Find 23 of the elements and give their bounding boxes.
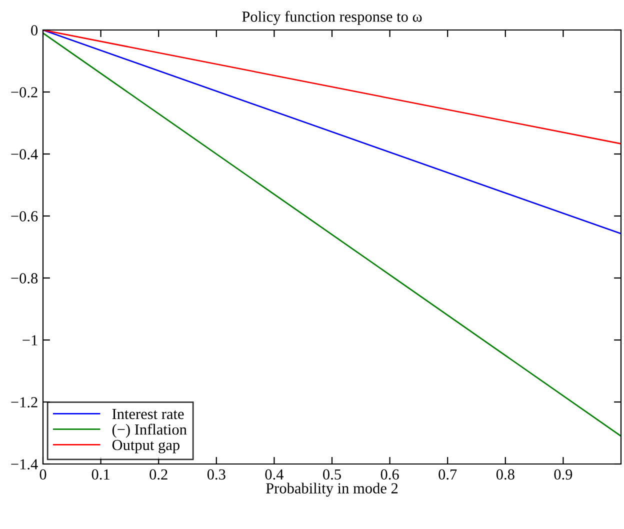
x-tick-label: 0.7 [438,469,457,480]
y-tick-label: −1 [22,335,38,346]
legend-label: Interest rate [112,408,184,420]
y-tick-label: −0.2 [11,87,38,98]
x-tick-label: 0 [40,469,46,480]
y-tick-label: −1.2 [11,397,38,408]
y-tick-label: −0.4 [11,149,38,160]
x-tick-label: 0.5 [323,469,341,480]
x-tick-label: 0.6 [380,469,399,480]
y-tick-label: −0.8 [11,273,38,284]
x-tick-label: 0.3 [207,469,226,480]
legend-label: (−) Inflation [112,424,187,438]
x-tick-label: 0.2 [150,469,168,480]
x-axis-title: Probability in mode 2 [266,482,398,497]
x-tick-label: 0.1 [92,469,110,480]
chart-title: Policy function response to ω [242,10,422,25]
x-tick-label: 0.8 [496,469,514,480]
x-tick-label: 0.9 [554,469,572,480]
x-tick-label: 0.4 [265,469,284,480]
legend-label: Output gap [112,440,180,454]
y-tick-label: 0 [31,25,38,36]
y-tick-label: −1.4 [11,459,38,470]
y-tick-label: −0.6 [11,211,38,222]
